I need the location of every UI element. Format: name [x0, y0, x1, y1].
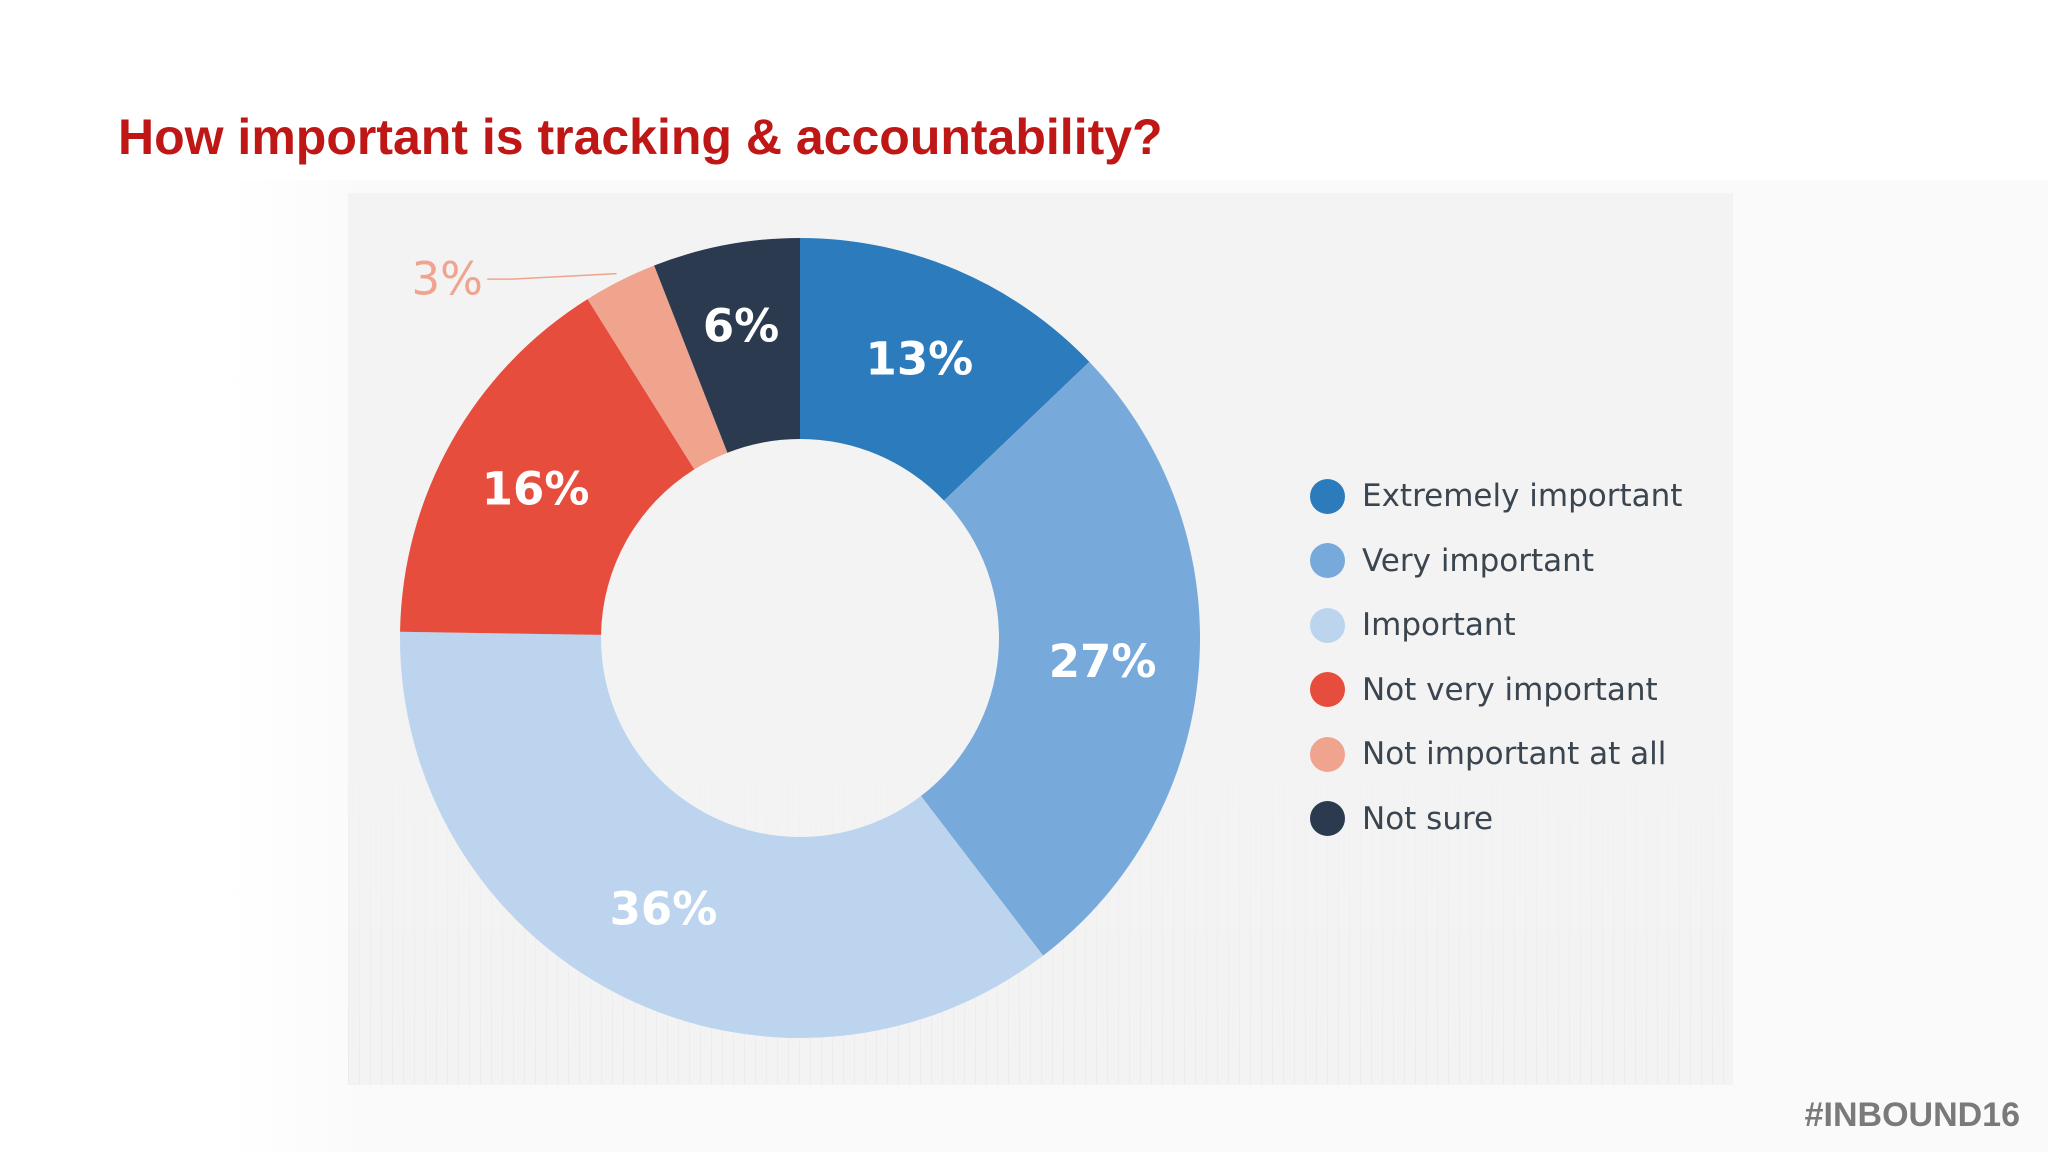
legend-swatch — [1310, 543, 1345, 579]
leader-line-not-important-at-all — [487, 272, 617, 280]
legend-item-extremely-important: Extremely important — [1310, 464, 1682, 529]
legend-label: Not sure — [1362, 800, 1494, 837]
slice-label-extremely-important: 13% — [866, 332, 974, 385]
legend-label: Not very important — [1362, 671, 1658, 708]
legend-label: Important — [1362, 607, 1516, 644]
slice-important — [399, 631, 1044, 1038]
legend-label: Very important — [1362, 542, 1594, 579]
legend-swatch — [1310, 478, 1345, 514]
legend-swatch — [1310, 801, 1345, 837]
legend-label: Not important at all — [1362, 736, 1667, 773]
legend-item-not-very-important: Not very important — [1310, 658, 1682, 723]
slide-title: How important is tracking & accountabili… — [118, 109, 1163, 165]
donut-labels: 13% 27% 36% 16% 3% 6% — [411, 253, 1156, 936]
slice-extremely-important — [800, 238, 1090, 501]
slice-label-not-important-at-all: 3% — [411, 253, 482, 306]
slice-label-very-important: 27% — [1049, 635, 1157, 688]
slice-label-important: 36% — [610, 883, 718, 936]
slice-label-not-sure: 6% — [703, 300, 779, 353]
legend-item-not-sure: Not sure — [1310, 787, 1682, 852]
legend-swatch — [1310, 736, 1345, 772]
legend-item-very-important: Very important — [1310, 529, 1682, 594]
legend-swatch — [1310, 607, 1345, 643]
legend-item-not-important-at-all: Not important at all — [1310, 722, 1682, 787]
legend-swatch — [1310, 672, 1345, 708]
event-hashtag: #INBOUND16 — [1804, 1096, 2020, 1134]
donut-slices — [399, 238, 1200, 1038]
slice-label-not-very-important: 16% — [482, 462, 590, 515]
slice-not-very-important — [400, 299, 695, 635]
chart-legend: Extremely important Very important Importa… — [1310, 464, 1682, 851]
legend-label: Extremely important — [1362, 478, 1683, 515]
slice-not-important-at-all — [587, 265, 728, 470]
slice-very-important — [920, 361, 1200, 956]
donut-chart: 13% 27% 36% 16% 3% 6% — [399, 238, 1200, 1038]
legend-item-important: Important — [1310, 593, 1682, 658]
slice-not-sure — [654, 238, 800, 453]
